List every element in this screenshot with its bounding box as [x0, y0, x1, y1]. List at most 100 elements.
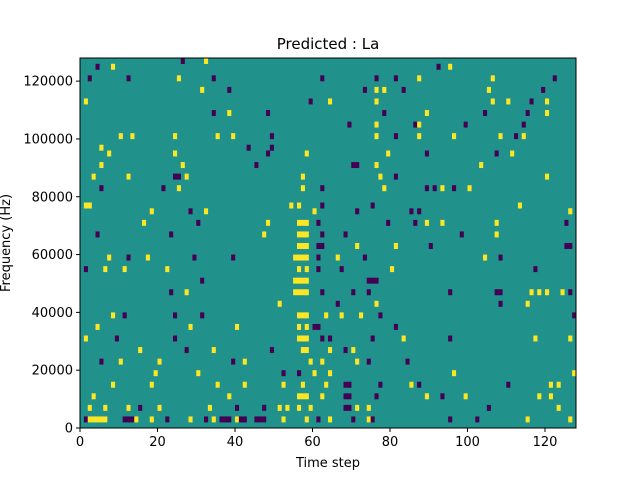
heatmap-cell	[393, 133, 398, 140]
heatmap-cell	[200, 86, 205, 93]
heatmap-cell	[235, 416, 240, 423]
heatmap-cell	[370, 202, 375, 209]
heatmap-cell	[297, 312, 302, 319]
heatmap-cell	[293, 289, 298, 296]
heatmap-cell	[556, 404, 561, 411]
heatmap-cell	[293, 254, 298, 261]
heatmap-cell	[370, 416, 375, 423]
heatmap-cell	[304, 231, 309, 238]
heatmap-cell	[308, 358, 313, 365]
heatmap-cell	[378, 173, 383, 180]
y-tick-label: 0	[65, 422, 73, 437]
heatmap-cell	[300, 277, 305, 284]
heatmap-cell	[122, 266, 127, 273]
y-tick-label: 40000	[32, 306, 73, 321]
heatmap-cell	[440, 219, 445, 226]
heatmap-cell	[382, 110, 387, 117]
x-tick-label: 0	[76, 435, 84, 450]
heatmap-cell	[126, 404, 131, 411]
heatmap-cell	[204, 58, 209, 64]
heatmap-cell	[312, 323, 317, 330]
heatmap-cell	[99, 144, 104, 151]
heatmap-background	[80, 58, 576, 428]
heatmap-cell	[300, 381, 305, 388]
y-axis: 0 20000 40000 60000 80000 100000 120000	[23, 75, 80, 437]
heatmap-cell	[300, 185, 305, 192]
heatmap-cell	[351, 162, 356, 169]
heatmap-cell	[269, 144, 274, 151]
heatmap-cell	[393, 173, 398, 180]
heatmap-cell	[541, 86, 546, 93]
heatmap-cell	[316, 219, 321, 226]
heatmap-cell	[293, 277, 298, 284]
heatmap-cell	[483, 254, 488, 261]
heatmap-cell	[176, 75, 181, 82]
heatmap-cell	[370, 335, 375, 342]
heatmap-cell	[343, 231, 348, 238]
heatmap-cell	[413, 219, 418, 226]
heatmap-cell	[572, 370, 577, 377]
heatmap-cell	[300, 243, 305, 249]
heatmap-cell	[506, 98, 511, 105]
heatmap-cell	[545, 110, 550, 117]
heatmap-cell	[432, 185, 437, 192]
heatmap-cell	[339, 266, 344, 273]
heatmap-cell	[145, 254, 150, 261]
heatmap-cell	[533, 335, 538, 342]
heatmap-cell	[366, 289, 371, 296]
heatmap-cell	[173, 133, 178, 140]
heatmap-cell	[374, 393, 379, 400]
heatmap-cell	[87, 202, 92, 209]
heatmap-cell	[126, 173, 131, 180]
plot-area	[79, 57, 577, 429]
heatmap-cell	[366, 404, 371, 411]
heatmap-cell	[308, 98, 313, 105]
heatmap-cell	[95, 416, 100, 423]
heatmap-cell	[490, 98, 495, 105]
heatmap-cell	[521, 133, 526, 140]
heatmap-cell	[297, 393, 302, 400]
heatmap-cell	[297, 231, 302, 238]
heatmap-cell	[277, 404, 282, 411]
heatmap-cell	[316, 243, 321, 249]
heatmap-cell	[196, 219, 201, 226]
heatmap-cell	[122, 312, 127, 319]
heatmap-cell	[378, 312, 383, 319]
heatmap-cell	[417, 75, 422, 82]
heatmap-cell	[374, 162, 379, 169]
heatmap-cell	[417, 381, 422, 388]
y-axis-label: Frequency (Hz)	[0, 194, 14, 292]
heatmap-cell	[483, 110, 488, 117]
heatmap-cell	[138, 347, 143, 354]
heatmap-cell	[494, 150, 499, 157]
heatmap-cell	[297, 266, 302, 273]
heatmap-cell	[355, 162, 360, 169]
heatmap-cell	[227, 416, 232, 423]
heatmap-cell	[568, 243, 573, 249]
heatmap-cell	[452, 370, 457, 377]
heatmap-cell	[448, 335, 453, 342]
heatmap-cell	[417, 133, 422, 140]
heatmap-cell	[529, 98, 534, 105]
x-tick-label: 100	[455, 435, 480, 450]
heatmap-cell	[343, 347, 348, 354]
heatmap-cell	[281, 370, 286, 377]
plot-frame	[79, 57, 577, 429]
heatmap-cell	[300, 393, 305, 400]
heatmap-cell	[304, 150, 309, 157]
heatmap-cell	[304, 254, 309, 261]
heatmap-cell	[204, 416, 209, 423]
heatmap-cell	[498, 289, 503, 296]
heatmap-cell	[297, 370, 302, 377]
heatmap-cell	[235, 323, 240, 330]
heatmap-cell	[95, 231, 100, 238]
heatmap-cell	[320, 75, 325, 82]
heatmap-cell	[297, 254, 302, 261]
heatmap-cell	[173, 150, 178, 157]
heatmap-cell	[99, 185, 104, 192]
y-tick-label: 60000	[32, 248, 73, 263]
heatmap-cell	[297, 277, 302, 284]
heatmap-cell	[490, 75, 495, 82]
heatmap-cell	[304, 393, 309, 400]
